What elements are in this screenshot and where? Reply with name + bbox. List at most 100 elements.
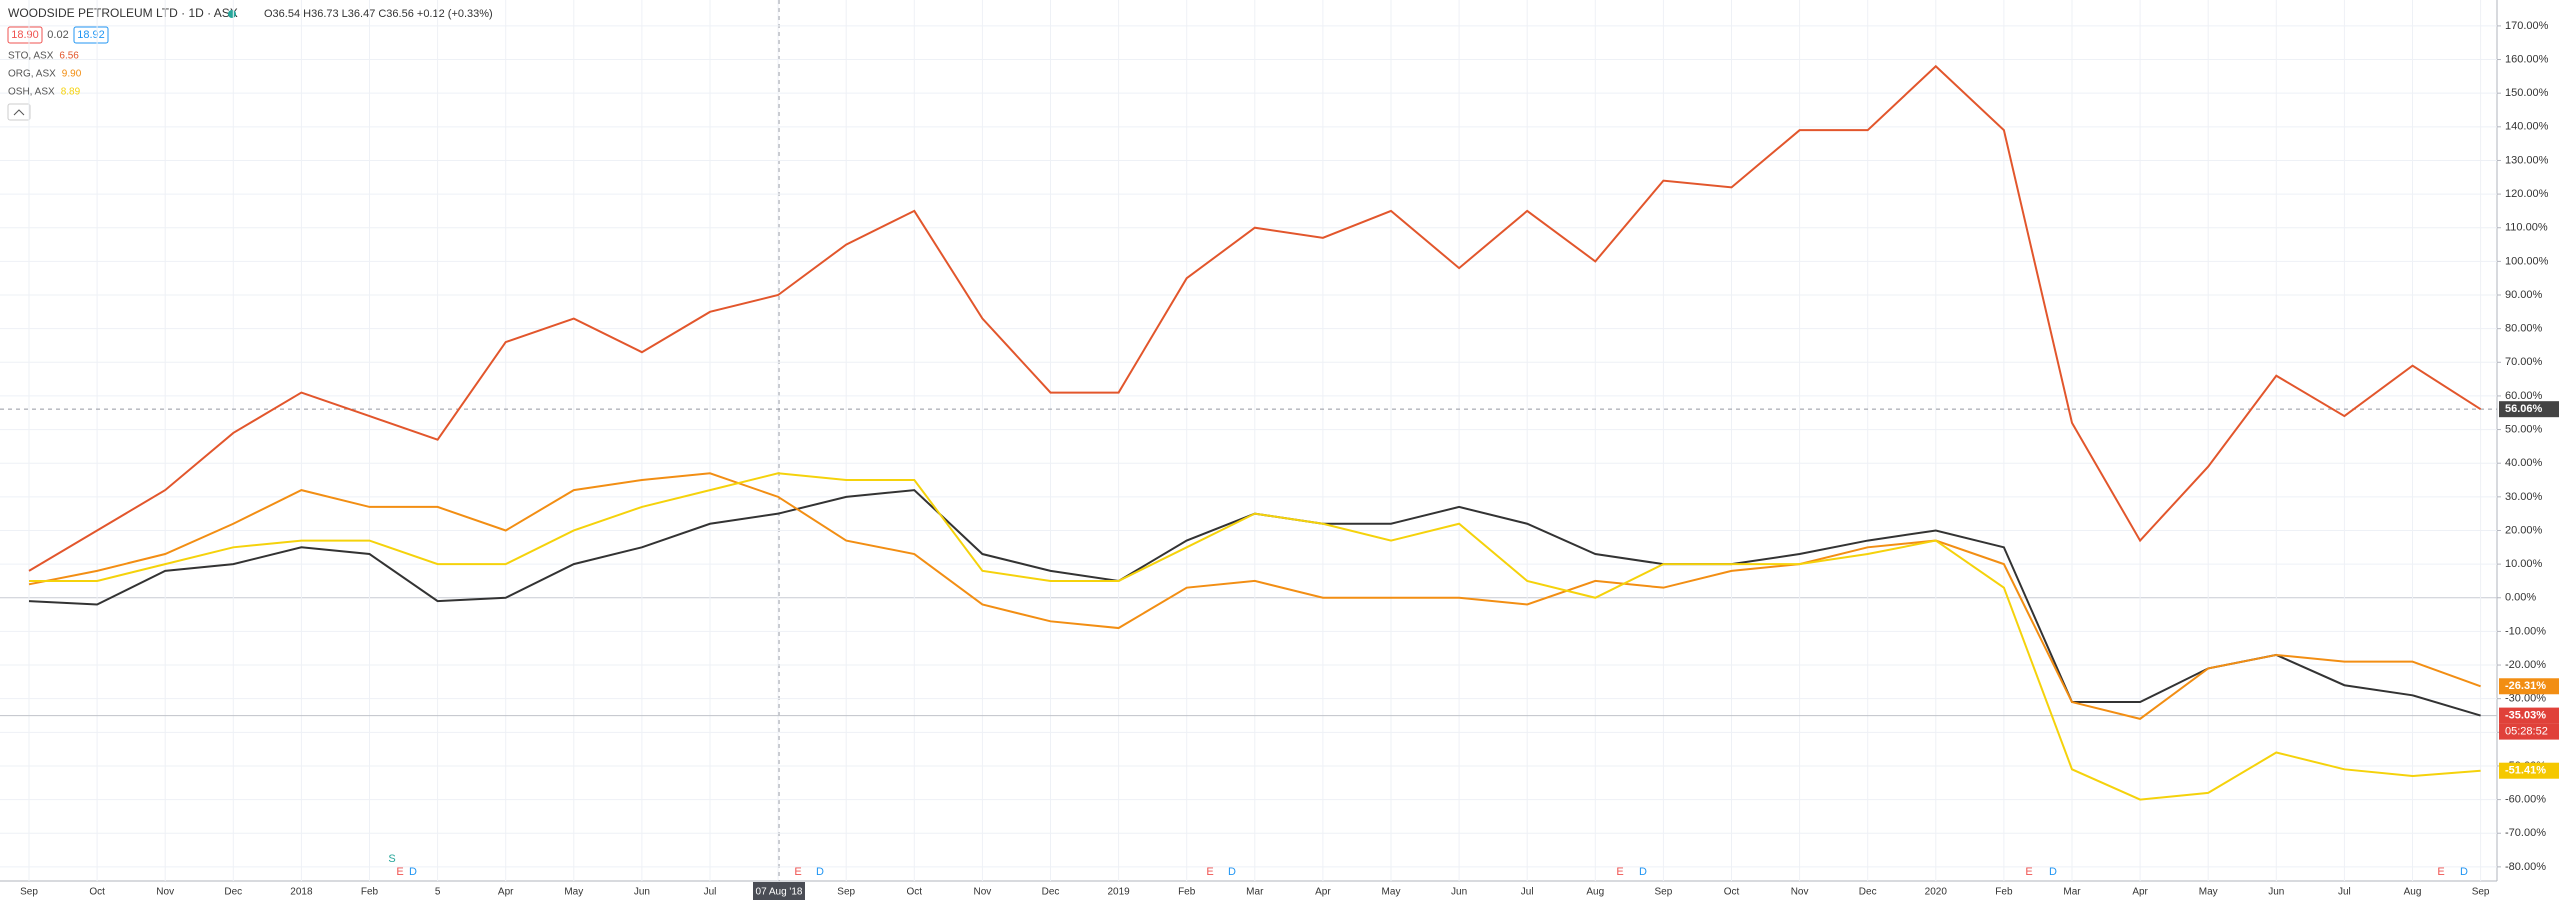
y-tick-label: 70.00% <box>2505 356 2543 368</box>
event-label: D <box>1639 866 1647 878</box>
last-value-tag <box>2499 401 2559 418</box>
series-line <box>29 472 2481 801</box>
last-value-label: 56.06% <box>2505 403 2543 415</box>
last-value-tag <box>2499 707 2559 724</box>
event-label: D <box>2049 866 2057 878</box>
x-tick-label: May <box>1382 887 1401 898</box>
grid <box>0 0 2497 881</box>
countdown: 05:28:52 <box>2505 726 2548 738</box>
x-tick-label: Nov <box>974 887 992 898</box>
x-tick-label: Dec <box>224 887 242 898</box>
y-tick-label: -10.00% <box>2505 625 2546 637</box>
last-value-tag <box>2499 762 2559 779</box>
x-tick-label: Oct <box>907 887 923 898</box>
y-tick-label: -20.00% <box>2505 659 2546 671</box>
main-title: WOODSIDE PETROLEUM LTD · 1D · ASX <box>8 6 238 20</box>
y-tick-label: -70.00% <box>2505 827 2546 839</box>
legend-price: 9.90 <box>62 69 82 80</box>
x-tick-label: Sep <box>837 887 855 898</box>
y-tick-label: 50.00% <box>2505 423 2543 435</box>
x-tick-label: Apr <box>1315 887 1331 898</box>
x-tick-label: Dec <box>1859 887 1877 898</box>
x-tick-label: Dec <box>1042 887 1060 898</box>
x-tick-label: 2020 <box>1925 887 1948 898</box>
y-tick-label: 160.00% <box>2505 53 2549 65</box>
x-tick-label: 5 <box>435 887 441 898</box>
ask-box[interactable] <box>73 26 109 44</box>
x-tick-label: Jul <box>1521 887 1534 898</box>
x-tick-label: Mar <box>2063 887 2081 898</box>
spread: 0.02 <box>47 29 68 41</box>
y-tick-label: 140.00% <box>2505 121 2549 133</box>
x-tick-label: 2019 <box>1107 887 1130 898</box>
crosshair-label: 07 Aug '18 <box>756 887 803 898</box>
y-tick-label: 120.00% <box>2505 188 2549 200</box>
bid-box[interactable] <box>7 26 43 44</box>
x-tick-label: Oct <box>89 887 105 898</box>
y-tick-label: 100.00% <box>2505 255 2549 267</box>
y-tick-label: -30.00% <box>2505 693 2546 705</box>
status-dot <box>228 10 236 18</box>
collapse-icon <box>13 109 25 116</box>
x-tick-label: May <box>2199 887 2218 898</box>
x-tick-label: Sep <box>2472 887 2490 898</box>
event-label: D <box>2460 866 2468 878</box>
x-tick-label: Feb <box>361 887 379 898</box>
x-tick-label: Aug <box>2404 887 2422 898</box>
event-label: E <box>2437 866 2444 878</box>
x-tick-label: Apr <box>498 887 514 898</box>
x-tick-label: Feb <box>1178 887 1196 898</box>
y-tick-label: 20.00% <box>2505 524 2543 536</box>
event-label: E <box>1616 866 1623 878</box>
x-tick-label: Oct <box>1724 887 1740 898</box>
x-tick-label: Sep <box>20 887 38 898</box>
x-tick-label: Jul <box>704 887 717 898</box>
event-label: D <box>409 866 417 878</box>
crosshair-tag <box>753 882 805 900</box>
series-line <box>28 472 2481 720</box>
x-tick-label: 2018 <box>290 887 313 898</box>
last-value-tag <box>2499 678 2559 695</box>
y-tick-label: 80.00% <box>2505 323 2543 335</box>
y-tick-label: 90.00% <box>2505 289 2543 301</box>
last-value-label: -51.41% <box>2505 765 2546 777</box>
y-tick-label: 110.00% <box>2505 222 2548 234</box>
x-tick-label: Mar <box>1246 887 1264 898</box>
x-tick-label: Jul <box>2338 887 2351 898</box>
y-tick-label: 30.00% <box>2505 491 2543 503</box>
x-tick-label: Jun <box>1451 887 1467 898</box>
y-tick-label: -60.00% <box>2505 794 2546 806</box>
event-label: D <box>816 866 824 878</box>
x-tick-label: Jun <box>2268 887 2284 898</box>
legend-price: 6.56 <box>59 51 79 62</box>
event-label: E <box>794 866 801 878</box>
x-tick-label: Nov <box>1791 887 1809 898</box>
x-tick-label: May <box>564 887 583 898</box>
event-label: D <box>1228 866 1236 878</box>
series-line <box>28 64 2482 572</box>
event-label: E <box>1206 866 1213 878</box>
ask: 18.92 <box>77 29 105 41</box>
plot <box>28 64 2482 801</box>
countdown-tag <box>2499 723 2559 740</box>
x-tick-label: Nov <box>156 887 174 898</box>
x-tick-label: Aug <box>1586 887 1604 898</box>
last-value-label: -26.31% <box>2505 680 2546 692</box>
ohlc: O36.54 H36.73 L36.47 C36.56 +0.12 (+0.33… <box>264 8 493 20</box>
event-label: S <box>388 853 395 865</box>
y-tick-label: 40.00% <box>2505 457 2543 469</box>
y-tick-label: 10.00% <box>2505 558 2543 570</box>
last-value-label: -35.03% <box>2505 710 2546 722</box>
y-tick-label: 60.00% <box>2505 390 2543 402</box>
event-label: E <box>396 866 403 878</box>
y-tick-label: 170.00% <box>2505 20 2549 32</box>
x-tick-label: Apr <box>2132 887 2148 898</box>
x-tick-label: Sep <box>1655 887 1673 898</box>
collapse-button[interactable] <box>7 103 31 121</box>
y-tick-label: 0.00% <box>2505 592 2536 604</box>
bid: 18.90 <box>11 29 39 41</box>
legend-name: OSH, ASX <box>8 87 55 98</box>
y-tick-label: 130.00% <box>2505 154 2549 166</box>
